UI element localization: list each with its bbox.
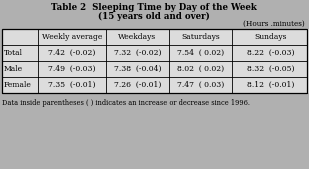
Bar: [38, 77, 106, 93]
Bar: [232, 61, 309, 77]
Bar: [106, 45, 169, 61]
Text: 8.02  ( 0.02): 8.02 ( 0.02): [177, 65, 224, 73]
Text: Male: Male: [4, 65, 23, 73]
Text: Sundays: Sundays: [254, 33, 287, 41]
Bar: [38, 29, 106, 45]
Text: 8.22  (-0.03): 8.22 (-0.03): [247, 49, 294, 57]
Text: Weekdays: Weekdays: [118, 33, 157, 41]
Bar: [38, 45, 106, 61]
Bar: [2, 77, 38, 93]
Bar: [169, 29, 232, 45]
Bar: [169, 77, 232, 93]
Text: 7.26  (-0.01): 7.26 (-0.01): [114, 81, 161, 89]
Text: 7.54  ( 0.02): 7.54 ( 0.02): [177, 49, 224, 57]
Bar: [232, 45, 309, 61]
Text: Data inside parentheses ( ) indicates an increase or decrease since 1996.: Data inside parentheses ( ) indicates an…: [2, 99, 250, 107]
Bar: [2, 29, 38, 45]
Bar: [169, 45, 232, 61]
Bar: [232, 77, 309, 93]
Text: 7.47  ( 0.03): 7.47 ( 0.03): [177, 81, 224, 89]
Bar: [106, 29, 169, 45]
Text: 7.35  (-0.01): 7.35 (-0.01): [48, 81, 96, 89]
Text: Female: Female: [4, 81, 32, 89]
Text: Total: Total: [4, 49, 23, 57]
Bar: [38, 61, 106, 77]
Text: 7.38  (-0.04): 7.38 (-0.04): [114, 65, 161, 73]
Text: (15 years old and over): (15 years old and over): [98, 11, 210, 21]
Text: Weekly average: Weekly average: [42, 33, 102, 41]
Text: (Hours .minutes): (Hours .minutes): [243, 20, 305, 28]
Text: 8.12  (-0.01): 8.12 (-0.01): [247, 81, 294, 89]
Bar: [106, 61, 169, 77]
Bar: [2, 45, 38, 61]
Bar: [232, 29, 309, 45]
Text: Saturdays: Saturdays: [181, 33, 220, 41]
Text: 7.32  (-0.02): 7.32 (-0.02): [114, 49, 161, 57]
Bar: [2, 61, 38, 77]
Text: 7.42  (-0.02): 7.42 (-0.02): [48, 49, 96, 57]
Text: Table 2  Sleeping Time by Day of the Week: Table 2 Sleeping Time by Day of the Week: [51, 4, 257, 13]
Bar: [2, 29, 307, 93]
Text: 8.32  (-0.05): 8.32 (-0.05): [247, 65, 294, 73]
Text: 7.49  (-0.03): 7.49 (-0.03): [48, 65, 96, 73]
Bar: [169, 61, 232, 77]
Bar: [106, 77, 169, 93]
